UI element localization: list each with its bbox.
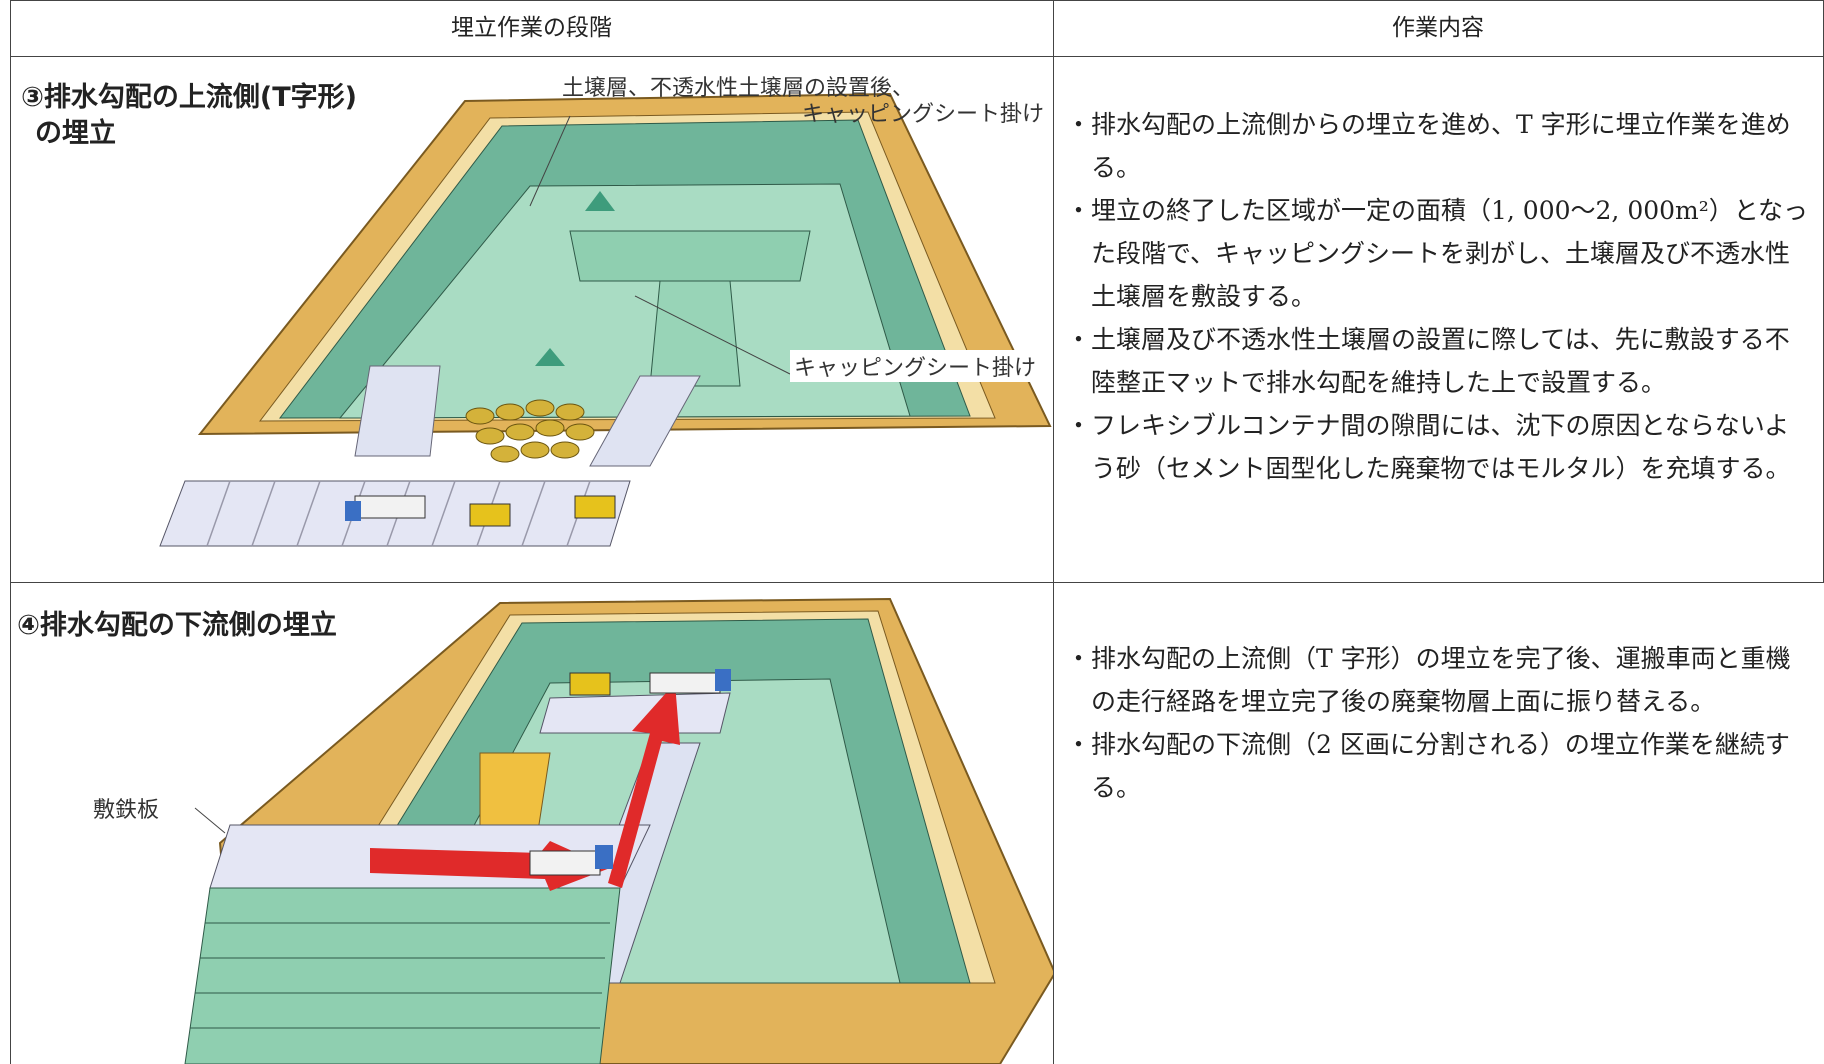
content-item: ・土壌層及び不透水性土壌層の設置に際しては、先に敷設する不陸整正マットで排水勾配… (1066, 325, 1790, 397)
content-item: ・排水勾配の上流側からの埋立を進め、T 字形に埋立作業を進める。 (1066, 110, 1791, 182)
illustration (159, 92, 1052, 547)
border (10, 0, 1824, 1)
illustration (184, 597, 1053, 1064)
header-cell: 作業内容 (1392, 15, 1484, 41)
stage-title: の埋立 (35, 118, 116, 149)
content-item: ・フレキシブルコンテナ間の隙間には、沈下の原因とならないよう砂（セメント固型化し… (1066, 411, 1791, 483)
content-list: ・排水勾配の上流側からの埋立を進め、T 字形に埋立作業を進める。・埋立の終了した… (1066, 103, 1814, 490)
content-item: ・埋立の終了した区域が一定の面積（1, 000～2, 000m²）となった段階で… (1066, 196, 1809, 311)
header-cell: 埋立作業の段階 (451, 15, 612, 41)
illustration-label: キャッピングシート掛け (790, 350, 1041, 382)
illustration-label: 敷鉄板 (93, 798, 160, 823)
content-item: ・排水勾配の上流側（T 字形）の埋立を完了後、運搬車両と重機の走行経路を埋立完了… (1066, 644, 1791, 716)
stage-title: ④排水勾配の下流側の埋立 (17, 610, 337, 641)
border (1053, 0, 1054, 1064)
border (10, 56, 1824, 57)
content-list: ・排水勾配の上流側（T 字形）の埋立を完了後、運搬車両と重機の走行経路を埋立完了… (1066, 637, 1814, 809)
border (10, 582, 1824, 583)
illustration-label: キャッピングシート掛け (801, 102, 1044, 127)
stage-title: ③排水勾配の上流側(T字形) (21, 82, 357, 113)
illustration-label: 土壌層、不透水性土壌層の設置後、 (562, 76, 915, 101)
content-item: ・排水勾配の下流側（2 区画に分割される）の埋立作業を継続する。 (1066, 730, 1790, 802)
border (10, 0, 11, 1064)
